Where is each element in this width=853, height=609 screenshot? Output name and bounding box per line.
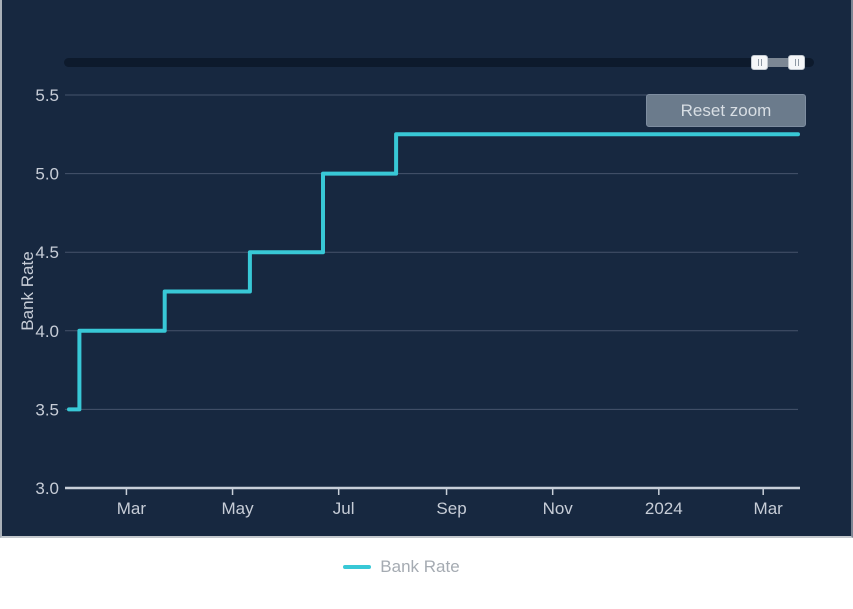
y-axis-tick-label: 4.0 [35,322,59,341]
y-axis-tick-label: 5.5 [35,86,59,105]
x-axis-tick-label: May [221,499,254,518]
x-axis-tick-label: Mar [754,499,784,518]
series-line-bank-rate[interactable] [67,132,800,412]
legend: Bank Rate [0,538,853,609]
y-axis-title: Bank Rate [18,251,37,330]
x-axis-tick-label: Sep [436,499,466,518]
y-axis-tick-label: 3.0 [35,479,59,498]
legend-item-bank-rate[interactable]: Bank Rate [343,557,460,577]
legend-item-label: Bank Rate [380,557,460,576]
y-axis-tick-label: 3.5 [35,400,59,419]
navigator-selected-range[interactable] [760,58,796,67]
navigator-left-handle-icon[interactable] [751,55,768,70]
chart-panel: 3.0 3.5 4.0 4.5 5.0 5.5 Mar May Jul Sep Nov 2024 Mar… [0,0,853,538]
reset-zoom-button[interactable]: Reset zoom [646,94,806,127]
y-axis-tick-label: 5.0 [35,165,59,184]
legend-line-swatch-icon [343,565,372,569]
x-axis-tick-label: Jul [333,499,355,518]
navigator [2,0,853,80]
x-axis-tick-label: Nov [543,499,574,518]
x-axis-tick-label: Mar [117,499,147,518]
navigator-right-handle-icon[interactable] [788,55,805,70]
plot-area[interactable]: 3.0 3.5 4.0 4.5 5.0 5.5 Mar May Jul Sep Nov 2024 Mar… [2,0,851,536]
navigator-track[interactable] [64,58,814,67]
x-axis-tick-label: 2024 [645,499,683,518]
y-axis-tick-label: 4.5 [35,243,59,262]
